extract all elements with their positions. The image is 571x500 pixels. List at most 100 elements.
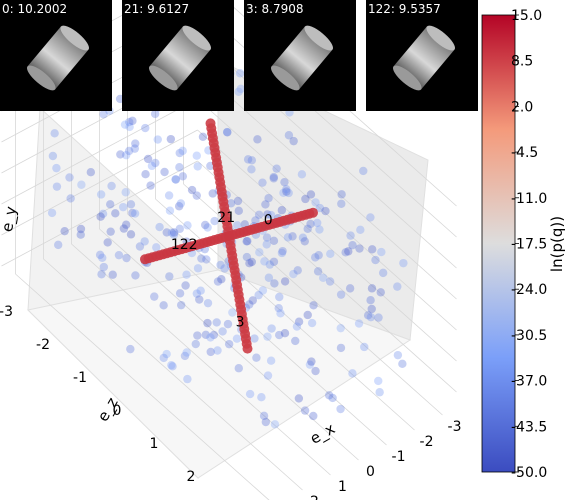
cloud-point: [162, 228, 171, 237]
cloud-point: [393, 282, 402, 291]
high-density-lines: [140, 118, 318, 354]
cloud-point: [252, 353, 261, 362]
cloud-point: [169, 230, 179, 239]
cloud-point: [309, 411, 318, 421]
cloud-point: [181, 281, 190, 290]
cloud-point: [269, 174, 278, 183]
cloud-point: [202, 255, 211, 264]
x-tick-label: 0: [366, 464, 375, 480]
grid-line: [71, 243, 331, 476]
cloud-point: [360, 342, 369, 352]
cylinder-end: [182, 25, 212, 51]
cloud-point: [121, 220, 131, 229]
cloud-point: [126, 200, 136, 209]
cloud-point: [297, 170, 307, 179]
cloud-point: [266, 210, 276, 220]
cloud-point: [50, 129, 59, 138]
cloud-point: [119, 224, 129, 233]
grid-line: [15, 273, 270, 500]
cloud-point: [203, 318, 212, 328]
cylinder-icon: [270, 25, 334, 91]
z-tick-label: -3: [0, 304, 13, 320]
cloud-point: [300, 406, 310, 415]
cloud-point: [54, 240, 63, 250]
cloud-point: [77, 180, 86, 189]
cloud-point: [52, 163, 61, 173]
grid-line: [99, 228, 359, 461]
cylinder-end: [304, 25, 334, 51]
cloud-point: [198, 132, 208, 141]
cloud-point: [363, 311, 373, 320]
cloud-point: [314, 251, 323, 260]
cloud-point: [257, 393, 266, 402]
cloud-point: [367, 284, 377, 293]
cloud-point: [124, 146, 134, 156]
grid-line: [197, 36, 457, 269]
cloud-point: [111, 209, 120, 218]
cloud-point: [103, 238, 112, 247]
cylinder-end: [270, 65, 300, 91]
cloud-point: [206, 333, 215, 342]
cloud-point: [253, 135, 262, 144]
cloud-point: [164, 191, 174, 200]
cloud-point: [130, 144, 140, 153]
cloud-point: [284, 188, 293, 198]
cloud-point: [242, 252, 252, 262]
cloud-point: [277, 248, 287, 258]
cloud-point: [169, 228, 179, 237]
thumbnail-title: 0: 10.2002: [2, 2, 67, 16]
cylinder-icon: [148, 25, 212, 91]
cloud-point: [96, 190, 106, 199]
cloud-point: [282, 185, 291, 194]
cloud-point: [203, 223, 212, 232]
cloud-point: [306, 190, 316, 199]
cloud-point: [160, 167, 169, 177]
cloud-point: [98, 253, 107, 262]
cylinder-end: [392, 65, 422, 91]
thumbnail-title: 3: 8.7908: [246, 2, 303, 16]
point-label: 21: [217, 210, 235, 226]
cloud-point: [121, 188, 130, 197]
cloud-point: [341, 248, 350, 257]
cloud-point: [298, 233, 308, 242]
z-tick-label: 2: [187, 469, 196, 485]
cloud-point: [95, 250, 105, 260]
colorbar-tick-label: -37.0: [511, 374, 547, 390]
cloud-point: [209, 330, 219, 340]
cloud-point: [377, 247, 386, 257]
cloud-point: [398, 359, 407, 369]
cloud-point: [263, 210, 272, 219]
cloud-point: [280, 277, 290, 286]
cloud-point: [355, 244, 364, 253]
cloud-point: [311, 198, 320, 207]
colorbar-tick-label: -43.5: [511, 419, 547, 435]
z-tick-label: -1: [73, 370, 87, 386]
point-label: 0: [264, 212, 273, 228]
colorbar-tick-label: 2.0: [511, 99, 533, 115]
cloud-point: [260, 257, 269, 266]
cloud-point: [276, 309, 285, 318]
cloud-point: [270, 279, 279, 288]
cloud-point: [165, 272, 174, 281]
cloud-point: [368, 245, 377, 254]
cloud-point: [375, 388, 384, 397]
cloud-point: [99, 110, 108, 119]
cloud-point: [223, 128, 232, 137]
cloud-point: [345, 284, 355, 293]
z-tick-label: 1: [150, 436, 159, 452]
cylinder-icon: [392, 25, 456, 91]
cloud-point: [307, 318, 317, 328]
colorbar-gradient: [481, 14, 516, 473]
cloud-point: [269, 257, 279, 266]
z-axis-ticks: -3-2-10123: [0, 304, 196, 485]
cloud-point: [52, 182, 62, 191]
cloud-point: [48, 151, 58, 161]
cloud-point: [178, 146, 187, 156]
colorbar-tick-label: 8.5: [511, 54, 533, 70]
thumbnail-image: 122: 9.5357: [366, 0, 478, 111]
cloud-point: [269, 236, 279, 246]
cloud-point: [325, 277, 335, 286]
cloud-point: [183, 221, 192, 230]
cloud-point: [212, 318, 221, 327]
cloud-point: [247, 165, 256, 174]
